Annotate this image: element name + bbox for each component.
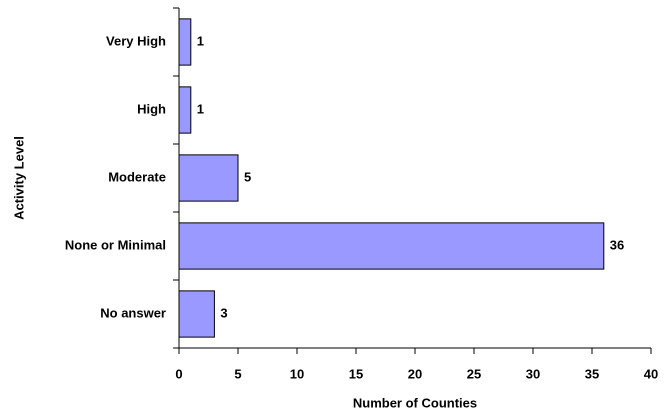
y-tick-label: None or Minimal xyxy=(65,237,166,252)
value-label: 3 xyxy=(220,305,227,320)
x-tick-label: 15 xyxy=(349,366,363,381)
bar xyxy=(178,86,192,134)
y-tick-label: High xyxy=(137,101,166,116)
x-tick-label: 30 xyxy=(526,366,540,381)
x-tick-label: 35 xyxy=(585,366,599,381)
x-tick-label: 20 xyxy=(408,366,422,381)
bar xyxy=(178,18,192,66)
y-tick-label: Moderate xyxy=(108,169,166,184)
x-axis-title: Number of Counties xyxy=(353,395,477,410)
x-tick-label: 0 xyxy=(175,366,182,381)
bar xyxy=(178,290,215,338)
y-tick-label: Very High xyxy=(106,33,166,48)
x-tick-label: 10 xyxy=(290,366,304,381)
y-tick-label: No answer xyxy=(100,305,166,320)
value-label: 5 xyxy=(244,169,251,184)
x-tick-label: 5 xyxy=(234,366,241,381)
value-label: 1 xyxy=(197,101,204,116)
bar xyxy=(178,222,605,270)
bar xyxy=(178,154,239,202)
x-tick-label: 25 xyxy=(467,366,481,381)
value-label: 1 xyxy=(197,33,204,48)
y-axis-title: Activity Level xyxy=(11,136,26,220)
x-tick-label: 40 xyxy=(644,366,658,381)
value-label: 36 xyxy=(610,237,624,252)
